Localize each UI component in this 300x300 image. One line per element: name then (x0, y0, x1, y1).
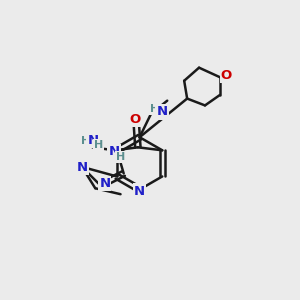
Text: H: H (94, 140, 104, 150)
Text: N: N (156, 106, 167, 118)
Text: N: N (99, 177, 110, 190)
Text: O: O (221, 69, 232, 82)
Text: H: H (81, 136, 91, 146)
Text: H: H (116, 152, 125, 162)
Text: N: N (134, 184, 145, 197)
Text: N: N (109, 145, 120, 158)
Text: O: O (129, 113, 140, 126)
Text: N: N (87, 134, 99, 147)
Text: H: H (150, 104, 159, 114)
Text: N: N (77, 161, 88, 174)
